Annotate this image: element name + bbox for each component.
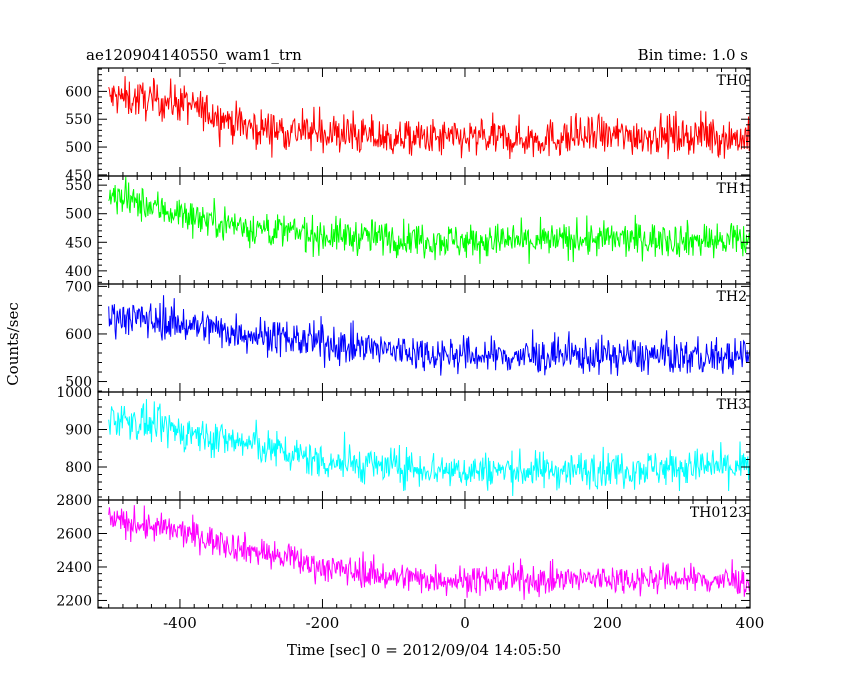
y-tick-label: 2200: [56, 593, 92, 609]
y-tick-label: 2600: [56, 526, 92, 542]
panel-label: TH0123: [690, 505, 747, 521]
x-tick-label: -400: [163, 614, 197, 632]
y-axis-label: Counts/sec: [4, 302, 22, 386]
series-line-th0: [108, 76, 750, 160]
y-tick-label: 550: [65, 178, 92, 194]
panel-th0123: 2200 2400 2600 2800 TH0123: [56, 493, 751, 609]
series-line-th1: [108, 176, 750, 264]
y-tick-label: 2400: [56, 560, 92, 576]
y-tick-label: 450: [65, 168, 92, 184]
panel-label: TH3: [717, 397, 747, 413]
y-tick-label: 400: [65, 264, 92, 280]
y-tick-label: 500: [65, 140, 92, 156]
x-tick-label: 400: [736, 614, 765, 632]
panels-group: 450 500 550 600 TH0 400 450 500 550 TH1 500 600 700 T…: [56, 67, 765, 632]
y-tick-label: 800: [65, 460, 92, 476]
y-tick-label: 600: [65, 327, 92, 343]
bin-time-label: Bin time: 1.0 s: [638, 46, 748, 64]
y-tick-label: 700: [65, 279, 92, 295]
y-tick-label: 450: [65, 235, 92, 251]
y-tick-label: 900: [65, 423, 92, 439]
series-line-th2: [108, 295, 750, 376]
series-line-th3: [108, 399, 750, 496]
y-tick-label: 550: [65, 112, 92, 128]
panel-th3: 800 900 1000 TH3: [56, 385, 751, 501]
panel-th2: 500 600 700 TH2: [65, 279, 751, 393]
panel-frame: [97, 499, 751, 609]
y-tick-label: 500: [65, 375, 92, 391]
panel-frame: [97, 391, 751, 501]
y-tick-label: 500: [65, 207, 92, 223]
series-line-th0123: [108, 505, 750, 600]
y-tick-label: 600: [65, 84, 92, 100]
panel-label: TH2: [717, 289, 747, 305]
chart-title: ae120904140550_wam1_trn: [86, 46, 302, 64]
x-tick-label: 0: [460, 614, 470, 632]
y-tick-label: 1000: [56, 385, 92, 401]
panel-th0: 450 500 550 600 TH0: [65, 67, 751, 184]
panel-label: TH1: [717, 181, 747, 197]
panel-frame: [97, 67, 751, 177]
panel-frame: [97, 283, 751, 393]
x-tick-label: -200: [306, 614, 340, 632]
y-tick-label: 2800: [56, 493, 92, 509]
x-tick-label: 200: [593, 614, 622, 632]
panel-th1: 400 450 500 550 TH1: [65, 175, 751, 285]
x-axis-label: Time [sec] 0 = 2012/09/04 14:05:50: [287, 641, 561, 659]
panel-label: TH0: [717, 73, 747, 89]
